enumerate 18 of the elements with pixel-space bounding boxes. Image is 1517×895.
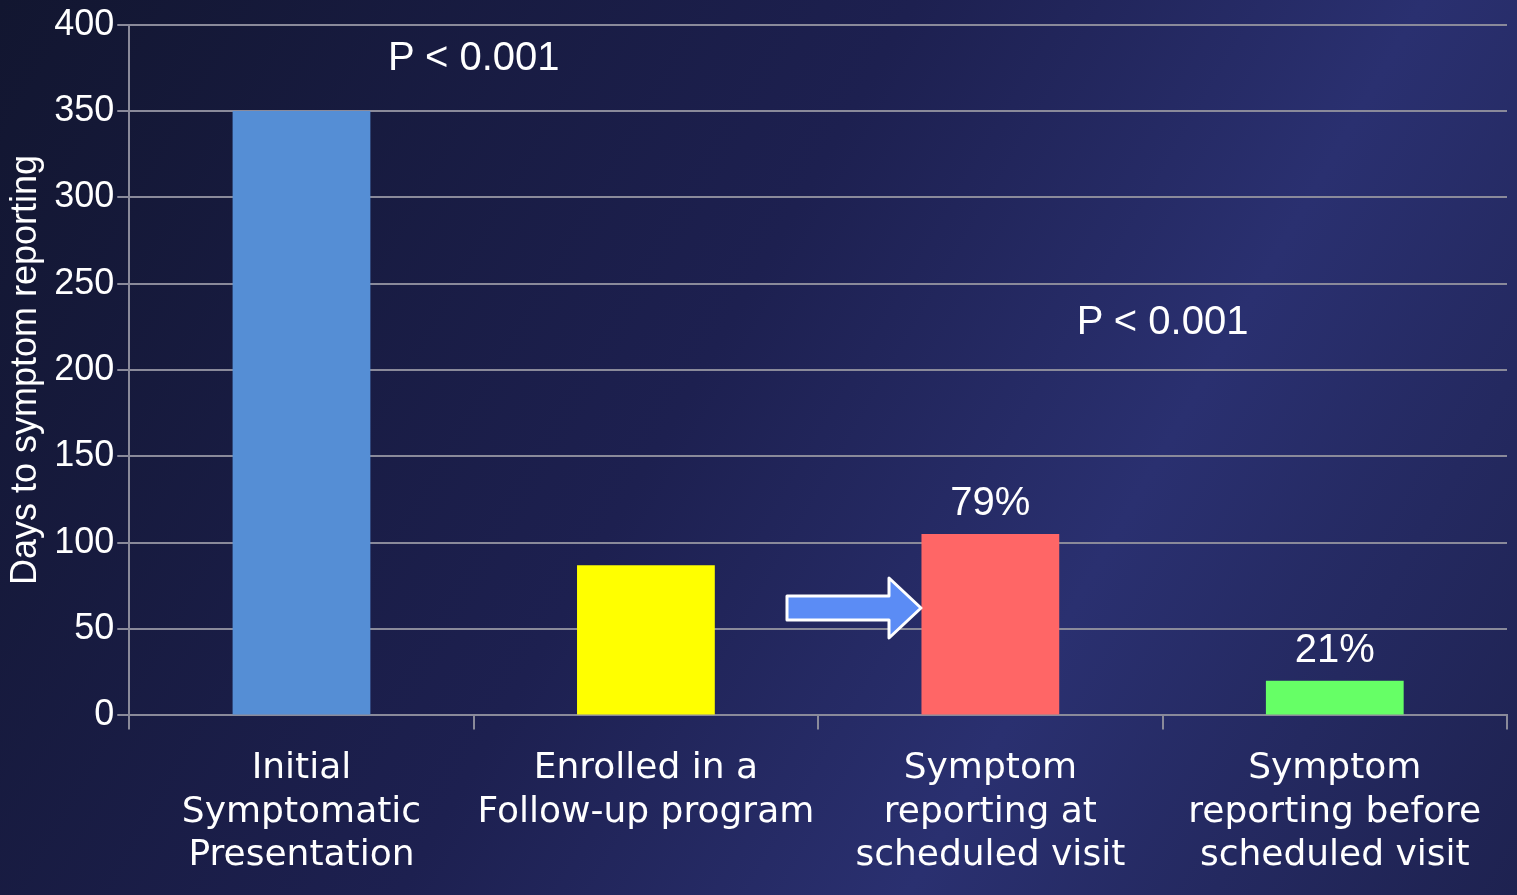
annotation: P < 0.001: [387, 33, 560, 78]
annotation: 21%: [1294, 625, 1375, 670]
y-tick-label: 350: [54, 87, 115, 129]
y-axis-title: Days to symptom reporting: [2, 154, 44, 586]
annotation: P < 0.001: [1076, 297, 1249, 342]
y-tick-label: 250: [54, 260, 115, 302]
y-tick-label: 300: [54, 174, 115, 216]
x-tick-label: Symptom reporting before scheduled visit: [1188, 745, 1482, 873]
y-tick-label: 0: [94, 692, 115, 734]
y-tick-label: 150: [54, 433, 115, 475]
y-tick-label: 200: [54, 346, 115, 388]
y-tick-label: 100: [54, 519, 115, 561]
annotation: 79%: [950, 479, 1031, 524]
y-tick-label: 400: [54, 1, 115, 43]
x-tick-label: Initial Symptomatic Presentation: [181, 745, 422, 873]
y-tick-label: 50: [74, 605, 115, 647]
x-tick-label: Symptom reporting at scheduled visit: [855, 745, 1126, 873]
x-tick-label: Enrolled in a Follow-up program: [477, 745, 815, 830]
